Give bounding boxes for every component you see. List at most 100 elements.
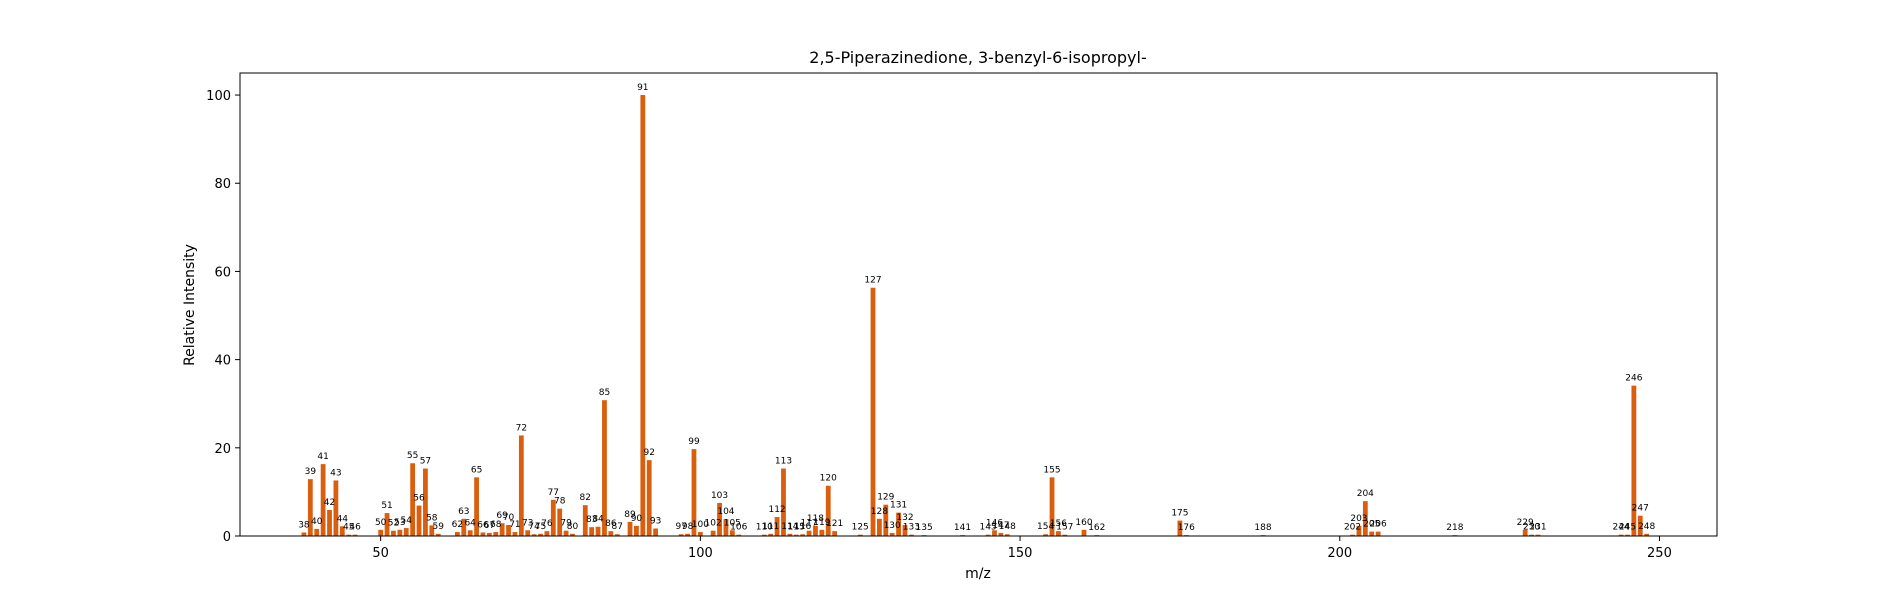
- bar-mz-39: [307, 479, 313, 536]
- bar-mz-65: [474, 477, 479, 536]
- peak-label-99: 99: [688, 437, 700, 447]
- bar-mz-129: [883, 504, 889, 536]
- bar-mz-145: [985, 534, 991, 536]
- peak-label-43: 43: [330, 468, 341, 478]
- bar-mz-110: [761, 534, 767, 536]
- peak-label-50: 50: [375, 518, 387, 528]
- peak-label-98: 98: [682, 522, 694, 532]
- peak-label-206: 206: [1370, 520, 1387, 530]
- bar-mz-125: [857, 534, 863, 536]
- bar-mz-91: [640, 95, 646, 537]
- peak-label-141: 141: [954, 523, 971, 533]
- peak-label-91: 91: [637, 83, 648, 93]
- y-tick-label: 40: [214, 354, 231, 369]
- bar-mz-38: [301, 532, 307, 536]
- bar-mz-155: [1049, 477, 1055, 536]
- peak-label-111: 111: [762, 522, 779, 532]
- peak-label-102: 102: [705, 519, 722, 529]
- peak-label-39: 39: [305, 467, 317, 477]
- peak-label-115: 115: [788, 523, 805, 533]
- peak-label-38: 38: [298, 520, 310, 530]
- peak-label-106: 106: [730, 523, 747, 533]
- peak-label-86: 86: [605, 519, 617, 529]
- peak-label-52: 52: [388, 519, 399, 529]
- peak-label-74: 74: [528, 522, 540, 532]
- bar-mz-51: [384, 513, 390, 536]
- peak-label-231: 231: [1529, 523, 1546, 533]
- bar-series: [301, 95, 1650, 537]
- peak-label-246: 246: [1625, 374, 1642, 384]
- bar-mz-156: [1056, 531, 1061, 536]
- bar-mz-53: [397, 529, 403, 536]
- peak-label-155: 155: [1043, 465, 1060, 475]
- bar-mz-100: [697, 532, 703, 536]
- peak-label-105: 105: [724, 518, 741, 528]
- peak-label-44: 44: [337, 514, 349, 524]
- peak-label-125: 125: [852, 523, 869, 533]
- bar-mz-154: [1043, 534, 1049, 536]
- bar-mz-45: [346, 534, 352, 536]
- bar-mz-121: [832, 531, 838, 536]
- peak-label-119: 119: [813, 518, 830, 528]
- peak-label-72: 72: [516, 423, 527, 433]
- peak-label-104: 104: [717, 507, 734, 517]
- chart-title: 2,5-Piperazinedione, 3-benzyl-6-isopropy…: [809, 48, 1146, 67]
- bar-mz-117: [806, 530, 812, 536]
- bar-mz-93: [653, 528, 659, 536]
- peak-label-121: 121: [826, 519, 843, 529]
- bar-mz-73: [525, 530, 531, 536]
- peak-label-100: 100: [692, 520, 709, 530]
- bar-mz-98: [685, 533, 690, 536]
- bar-mz-68: [493, 532, 499, 536]
- peak-label-51: 51: [381, 501, 392, 511]
- peak-label-55: 55: [407, 451, 418, 461]
- peak-label-70: 70: [503, 513, 515, 523]
- plot-frame: [239, 72, 1718, 537]
- peak-label-45: 45: [343, 523, 354, 533]
- bar-mz-202: [1350, 534, 1355, 536]
- peak-label-66: 66: [477, 520, 489, 530]
- bar-mz-86: [608, 531, 614, 536]
- bar-mz-205: [1369, 531, 1375, 536]
- peak-label-78: 78: [554, 497, 566, 507]
- bar-mz-231: [1535, 534, 1541, 536]
- x-axis: 50 100 150 200 250: [372, 536, 1672, 561]
- bar-mz-50: [378, 529, 384, 536]
- peak-label-127: 127: [864, 276, 881, 286]
- peak-label-103: 103: [711, 491, 728, 501]
- bar-mz-40: [314, 528, 320, 536]
- bar-mz-230: [1529, 534, 1534, 536]
- peak-label-118: 118: [807, 514, 824, 524]
- y-axis-title: Relative Intensity: [182, 244, 198, 366]
- peak-label-146: 146: [986, 518, 1003, 528]
- peak-label-59: 59: [432, 522, 444, 532]
- peak-label-218: 218: [1446, 523, 1463, 533]
- bar-mz-72: [518, 435, 524, 536]
- peak-label-135: 135: [916, 523, 933, 533]
- peak-label-175: 175: [1171, 509, 1188, 519]
- peak-label-147: 147: [992, 521, 1009, 531]
- peak-label-56: 56: [413, 494, 425, 504]
- peak-label-57: 57: [420, 457, 431, 467]
- bar-mz-69: [499, 523, 505, 536]
- peak-label-202: 202: [1344, 523, 1361, 533]
- bar-mz-84: [595, 526, 601, 536]
- peak-label-203: 203: [1350, 514, 1367, 524]
- bar-mz-204: [1362, 501, 1368, 536]
- peak-label-128: 128: [871, 507, 888, 517]
- peak-label-93: 93: [650, 517, 661, 527]
- y-tick-label: 60: [214, 265, 231, 280]
- bar-mz-41: [320, 464, 326, 536]
- peak-label-69: 69: [496, 511, 508, 521]
- x-axis-title: m/z: [965, 566, 991, 582]
- peak-label-156: 156: [1050, 519, 1067, 529]
- peak-label-162: 162: [1088, 523, 1105, 533]
- bar-mz-55: [410, 463, 416, 536]
- peak-label-248: 248: [1638, 522, 1655, 532]
- peak-label-71: 71: [509, 520, 520, 530]
- x-tick-label: 100: [688, 546, 713, 561]
- peak-label-73: 73: [522, 518, 533, 528]
- peak-label-53: 53: [394, 518, 405, 528]
- peak-label-54: 54: [401, 516, 413, 526]
- peak-label-132: 132: [896, 513, 913, 523]
